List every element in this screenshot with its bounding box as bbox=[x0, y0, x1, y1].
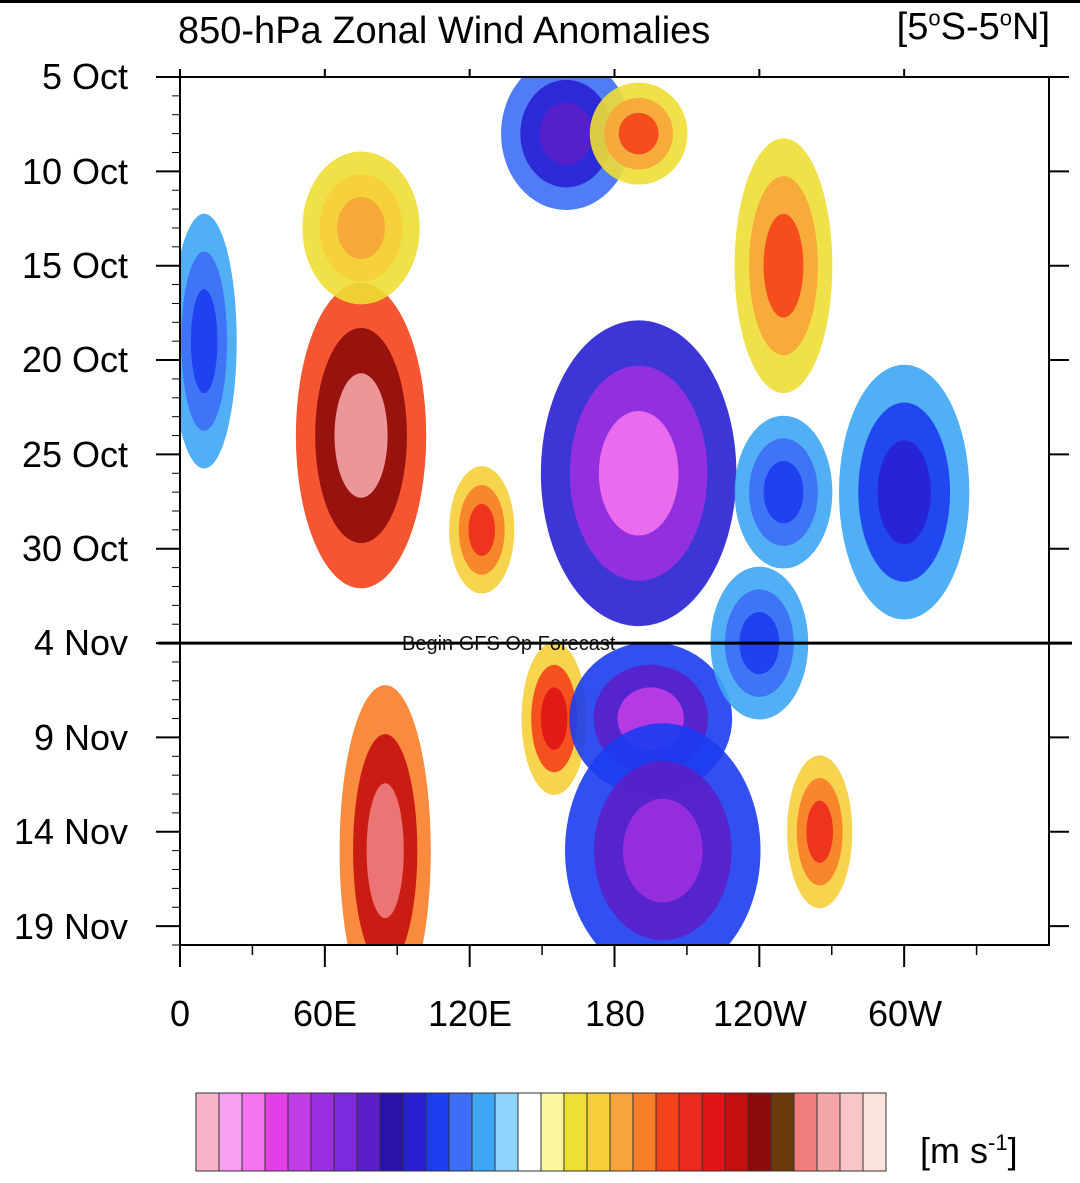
colorbar-swatch bbox=[816, 1092, 841, 1172]
y-tick-label: 5 Oct bbox=[41, 56, 128, 97]
colorbar-swatch bbox=[609, 1092, 634, 1172]
colorbar-swatch bbox=[471, 1092, 496, 1172]
colorbar-swatch bbox=[793, 1092, 818, 1172]
anomaly-blob bbox=[540, 687, 568, 750]
colorbar-swatch bbox=[540, 1092, 565, 1172]
colorbar-swatch bbox=[494, 1092, 519, 1172]
anomaly-blob bbox=[763, 460, 804, 524]
anomaly-blob bbox=[190, 289, 218, 394]
region-label: [5oS-5oN] bbox=[896, 5, 1050, 48]
colorbar-swatch bbox=[586, 1092, 611, 1172]
anomaly-blob bbox=[337, 196, 385, 260]
colorbar-swatch bbox=[333, 1092, 358, 1172]
colorbar-swatch bbox=[862, 1092, 887, 1172]
anomaly-blob bbox=[622, 798, 703, 903]
colorbar-swatch bbox=[402, 1092, 427, 1172]
chart-title: 850-hPa Zonal Wind Anomalies bbox=[178, 10, 711, 52]
y-tick-label: 19 Nov bbox=[13, 906, 128, 947]
x-tick-label: 180 bbox=[584, 993, 646, 1034]
colorbar-swatch bbox=[264, 1092, 289, 1172]
anomaly-blob bbox=[598, 410, 679, 536]
colorbar-swatch bbox=[839, 1092, 864, 1172]
anomaly-blob bbox=[539, 102, 593, 165]
colorbar-swatch bbox=[218, 1092, 243, 1172]
colorbar-swatch bbox=[287, 1092, 312, 1172]
colorbar-swatch bbox=[770, 1092, 795, 1172]
y-tick-label: 4 Nov bbox=[33, 622, 128, 663]
colorbar-swatch bbox=[310, 1092, 335, 1172]
x-tick-label: 0 bbox=[169, 993, 191, 1034]
colorbar-swatch bbox=[678, 1092, 703, 1172]
anomaly-blob bbox=[806, 800, 833, 863]
anomaly-blob bbox=[468, 503, 496, 556]
colorbar-swatch bbox=[356, 1092, 381, 1172]
colorbar-swatch bbox=[379, 1092, 404, 1172]
x-tick-label: 120E bbox=[427, 993, 513, 1034]
colorbar-swatch bbox=[655, 1092, 680, 1172]
x-tick-label: 60E bbox=[292, 993, 358, 1034]
colorbar-swatch bbox=[517, 1092, 542, 1172]
colorbar-swatch bbox=[724, 1092, 749, 1172]
colorbar-swatch bbox=[425, 1092, 450, 1172]
colorbar-swatch bbox=[195, 1092, 220, 1172]
anomaly-blob bbox=[618, 112, 659, 155]
y-tick-label: 25 Oct bbox=[21, 434, 128, 475]
forecast-label: Begin GFS Op Forecast bbox=[402, 633, 616, 655]
y-tick-label: 10 Oct bbox=[21, 151, 128, 192]
axis-ticks bbox=[156, 69, 1069, 967]
anomaly-blob bbox=[334, 373, 388, 498]
colorbar-swatch bbox=[701, 1092, 726, 1172]
anomaly-blob bbox=[366, 783, 404, 919]
y-tick-label: 15 Oct bbox=[21, 245, 128, 286]
colorbar-swatch bbox=[632, 1092, 657, 1172]
colorbar-swatch bbox=[563, 1092, 588, 1172]
x-tick-label: 60W bbox=[867, 993, 943, 1034]
x-tick-label: 120W bbox=[712, 993, 808, 1034]
colorbar bbox=[195, 1092, 887, 1172]
colorbar-unit-label: [m s-1] bbox=[920, 1130, 1018, 1171]
colorbar-swatch bbox=[241, 1092, 266, 1172]
y-tick-label: 20 Oct bbox=[21, 339, 128, 380]
y-tick-label: 30 Oct bbox=[21, 528, 128, 569]
anomaly-blob bbox=[763, 213, 804, 318]
colorbar-swatch bbox=[448, 1092, 473, 1172]
top-border-line bbox=[0, 0, 1080, 3]
anomaly-blob bbox=[877, 440, 931, 545]
y-tick-label: 14 Nov bbox=[13, 811, 128, 852]
colorbar-swatch bbox=[747, 1092, 772, 1172]
y-tick-label: 9 Nov bbox=[33, 717, 128, 758]
anomaly-field bbox=[180, 77, 970, 945]
